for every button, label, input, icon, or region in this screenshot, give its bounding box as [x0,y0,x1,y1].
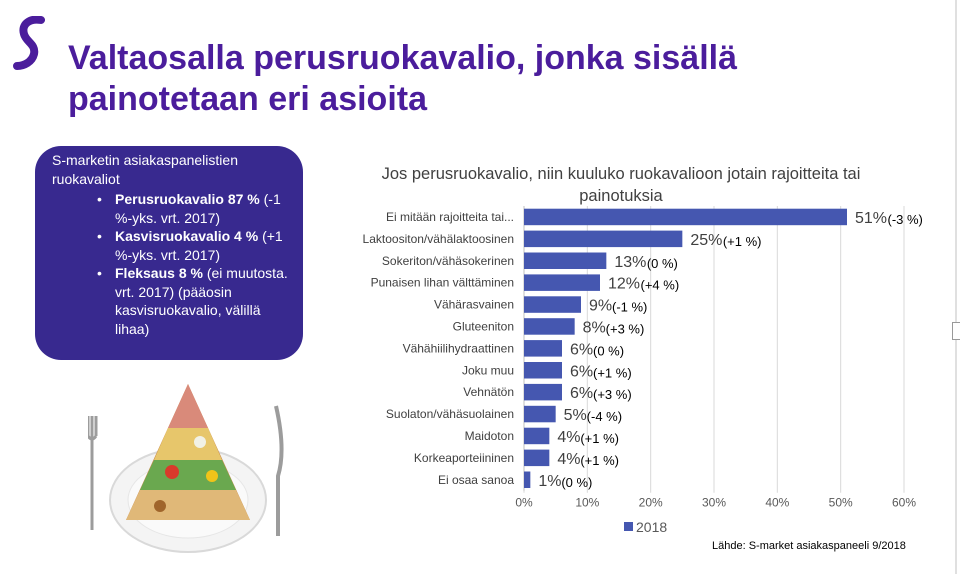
page-title: Valtaosalla perusruokavalio, jonka sisäl… [68,38,928,120]
category-label: Joku muu [462,363,514,377]
diet-item-change: (-1 %-yks. vrt. 2017) [115,191,281,226]
change-label: (+1 %) [723,234,762,249]
change-label: (0 %) [593,343,624,358]
change-label: (-1 %) [612,300,647,315]
value-label: 6% [570,385,593,402]
diet-item-flexitarian: Fleksaus 8 % (ei muutosta. vrt. 2017) (p… [52,264,289,338]
value-label: 25% [690,232,722,249]
bar [524,340,562,357]
x-tick-label: 10% [575,496,599,510]
value-label: 51% [855,210,887,227]
value-label: 9% [589,298,612,315]
diet-item-basic: Perusruokavalio 87 % (-1 %-yks. vrt. 201… [52,190,289,227]
x-tick-label: 40% [765,496,789,510]
chart-legend: 2018 [624,519,667,535]
change-label: (+1 %) [593,365,632,380]
diet-item-label: Perusruokavalio 87 % [115,191,260,207]
diet-summary-box: S-marketin asiakaspanelistien ruokavalio… [35,146,303,360]
category-label: Korkeaporteiininen [414,451,514,465]
category-label: Suolaton/vähäsuolainen [386,407,514,421]
bar [524,208,847,226]
title-line-2: painotetaan eri asioita [68,80,427,118]
diet-item-change: (ei muutosta. vrt. 2017) (pääosin kasvis… [115,265,288,337]
x-tick-label: 0% [515,496,533,510]
category-label: Vehnätön [463,385,514,399]
value-label: 1% [538,473,561,490]
side-scroll-handle[interactable] [952,322,960,340]
s-logo-icon [13,15,45,70]
x-tick-label: 30% [702,496,726,510]
value-label: 5% [564,407,587,424]
x-tick-label: 50% [829,496,853,510]
category-label: Vähärasvainen [434,298,514,312]
bar [524,274,600,291]
value-label: 4% [557,429,580,446]
category-label: Ei osaa sanoa [438,473,514,487]
food-pyramid-plate-icon [86,384,284,553]
value-label: 13% [614,254,646,271]
change-label: (-4 %) [587,409,622,424]
bar [524,230,683,248]
bar [524,449,550,467]
change-label: (+1 %) [580,431,619,446]
x-tick-label: 60% [892,496,916,510]
chart-title: Jos perusruokavalio, niin kuuluko ruokav… [362,164,880,207]
bar [524,427,550,445]
source-note: Lähde: S-market asiakaspaneeli 9/2018 [712,540,906,552]
slide-edge-divider [955,0,957,574]
diet-item-change: (+1 %-yks. vrt. 2017) [115,228,283,263]
category-label: Maidoton [465,429,514,443]
bar [524,362,562,379]
bar [524,318,575,335]
x-tick-label: 20% [639,496,663,510]
bar-chart: 0% 10% 20% 30% 40% 50% 60% Ei mitään rajoitteit… [363,206,923,510]
chart-title-text: Jos perusruokavalio, niin kuuluko ruokav… [381,165,861,205]
bar [524,471,531,488]
bar [524,383,562,401]
category-label: Vähähiilihydraattinen [403,341,514,355]
value-label: 6% [570,363,593,380]
value-label: 8% [583,319,606,336]
diet-item-label: Kasvisruokavalio 4 % [115,228,259,244]
change-label: (0 %) [561,475,592,490]
value-label: 6% [570,341,593,358]
category-label: Punaisen lihan välttäminen [371,276,514,290]
bar [524,296,581,313]
value-label: 12% [608,276,640,293]
change-label: (+1 %) [580,453,619,468]
diet-item-vegetarian: Kasvisruokavalio 4 % (+1 %-yks. vrt. 201… [52,227,289,264]
legend-label-2018: 2018 [636,519,668,535]
food-pyramid-illustration [86,380,288,570]
change-label: (0 %) [647,256,678,271]
bar [524,252,607,269]
diet-item-label: Fleksaus 8 % [115,265,203,281]
category-label: Gluteeniton [453,319,514,333]
change-label: (+3 %) [593,387,632,402]
category-label: Sokeriton/vähäsokerinen [382,254,514,268]
bar [524,405,556,423]
legend-swatch-2018 [624,522,633,531]
change-label: (+4 %) [641,278,680,293]
category-label: Laktoositon/vähälaktoosinen [363,232,514,246]
diet-summary-list: Perusruokavalio 87 % (-1 %-yks. vrt. 201… [52,190,289,338]
change-label: (+3 %) [606,321,645,336]
title-line-1: Valtaosalla perusruokavalio, jonka sisäl… [68,39,737,77]
category-label: Ei mitään rajoitteita tai... [386,210,514,224]
value-label: 4% [557,451,580,468]
change-label: (-3 %) [888,212,923,227]
brand-logo [12,15,48,72]
diet-summary-heading: S-marketin asiakaspanelistien ruokavalio… [52,152,238,187]
